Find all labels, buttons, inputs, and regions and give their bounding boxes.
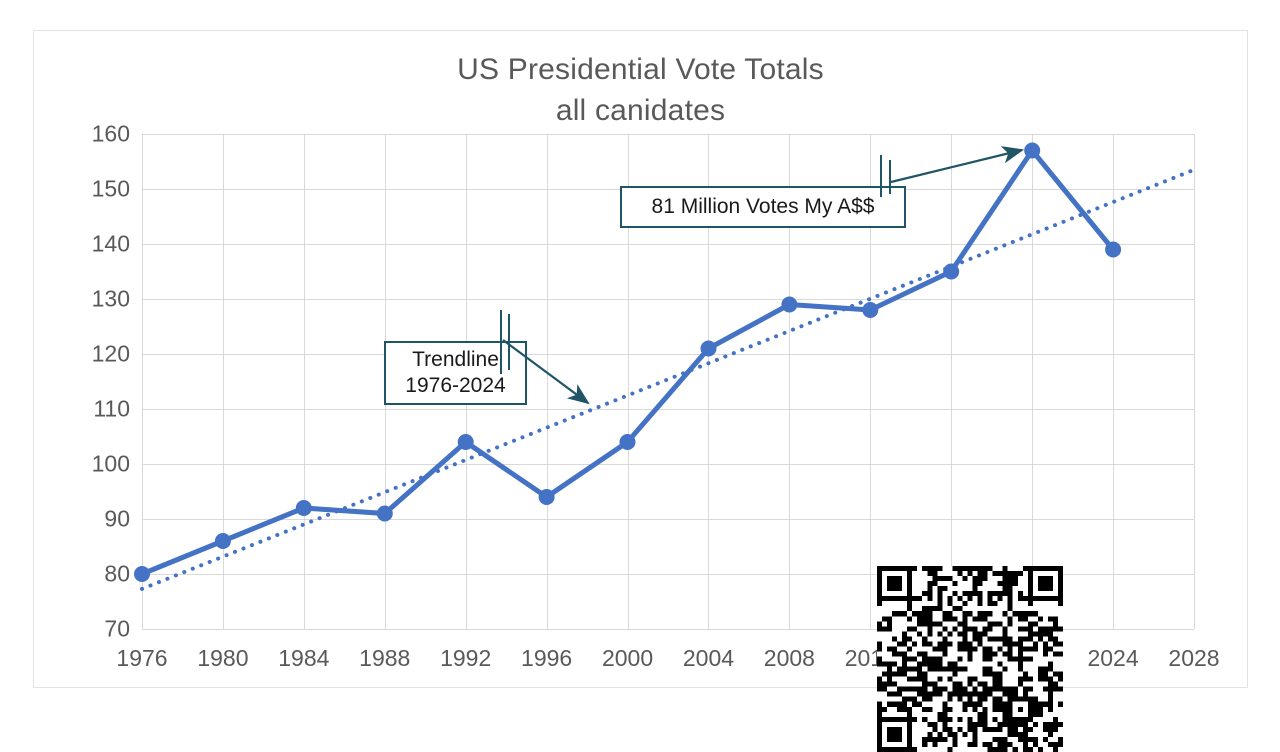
data-point-marker[interactable] bbox=[376, 505, 393, 522]
votes-callout-bar-inner bbox=[880, 155, 882, 197]
gridline-vertical bbox=[627, 134, 629, 629]
x-axis-tick-label: 1980 bbox=[197, 645, 249, 671]
y-axis-tick-label: 120 bbox=[91, 340, 130, 367]
data-point-marker[interactable] bbox=[214, 533, 231, 549]
gridline-vertical bbox=[1032, 134, 1034, 629]
annotation-trendline-line1: Trendline bbox=[412, 348, 499, 371]
y-axis-tick-label: 130 bbox=[91, 285, 130, 312]
data-series-layer bbox=[134, 142, 1196, 591]
trendline-callout-bar-outer bbox=[508, 314, 510, 370]
x-axis-tick-label: 1976 bbox=[116, 645, 168, 671]
y-axis-tick-label: 160 bbox=[91, 120, 130, 147]
data-point-marker[interactable] bbox=[781, 296, 798, 313]
gridline-horizontal bbox=[142, 134, 1194, 135]
data-point-marker[interactable] bbox=[700, 340, 717, 357]
annotation-trendline-line2: 1976-2024 bbox=[405, 374, 506, 397]
gridline-vertical bbox=[951, 134, 953, 629]
annotation-votes-text: 81 Million Votes My A$$ bbox=[651, 195, 875, 218]
gridline-horizontal bbox=[142, 464, 1194, 465]
y-axis-tick-label: 70 bbox=[104, 615, 130, 642]
y-axis-tick-label: 80 bbox=[104, 560, 130, 587]
gridline-vertical bbox=[142, 134, 143, 629]
qr-code-canvas bbox=[877, 566, 1063, 752]
data-point-marker[interactable] bbox=[134, 566, 150, 582]
data-point-markers bbox=[134, 142, 1122, 582]
annotation-votes-callout[interactable]: 81 Million Votes My A$$ bbox=[620, 186, 906, 228]
gridline-horizontal bbox=[142, 574, 1194, 575]
data-point-marker[interactable] bbox=[943, 263, 960, 280]
data-point-marker[interactable] bbox=[1024, 142, 1041, 159]
y-axis-tick-label: 100 bbox=[91, 450, 130, 477]
y-axis-tick-label: 110 bbox=[93, 395, 130, 422]
gridline-vertical bbox=[708, 134, 710, 629]
x-axis-tick-label: 2004 bbox=[682, 645, 735, 671]
qr-code-image bbox=[877, 566, 1063, 752]
gridline-vertical bbox=[303, 134, 305, 629]
x-axis-tick-label: 1988 bbox=[359, 645, 411, 671]
data-point-marker[interactable] bbox=[619, 434, 636, 450]
x-axis-tick-label: 1992 bbox=[440, 645, 492, 671]
x-axis-tick-label: 1984 bbox=[278, 645, 330, 671]
x-axis-tick-label: 2000 bbox=[601, 645, 654, 671]
gridline-horizontal bbox=[142, 519, 1194, 520]
trendline-callout-bar-inner bbox=[500, 310, 502, 374]
gridline-horizontal bbox=[142, 354, 1194, 355]
gridline-horizontal bbox=[142, 409, 1194, 410]
gridline-vertical bbox=[1113, 134, 1115, 629]
data-point-marker[interactable] bbox=[295, 500, 312, 516]
gridline-vertical bbox=[870, 134, 872, 629]
gridline-vertical bbox=[789, 134, 791, 629]
data-point-marker[interactable] bbox=[1105, 241, 1122, 258]
y-axis-tick-label: 140 bbox=[91, 230, 130, 257]
y-axis-tick-label: 90 bbox=[104, 505, 130, 532]
x-axis-tick-label: 1996 bbox=[521, 645, 573, 671]
y-axis-tick-label: 150 bbox=[91, 175, 130, 202]
data-point-marker[interactable] bbox=[538, 489, 555, 505]
chart-frame: US Presidential Vote Totals all canidate… bbox=[33, 30, 1248, 752]
gridline-vertical bbox=[222, 134, 224, 629]
gridline-horizontal bbox=[142, 299, 1194, 300]
chart-title: US Presidential Vote Totals all canidate… bbox=[457, 53, 824, 127]
x-axis-tick-label: 2008 bbox=[763, 645, 815, 671]
x-axis-tick-label: 2024 bbox=[1087, 645, 1139, 671]
annotation-trendline-callout[interactable]: Trendline 1976-2024 bbox=[384, 341, 527, 405]
chart-screenshot: US Presidential Vote Totals all canidate… bbox=[33, 30, 1248, 752]
gridline-vertical bbox=[1194, 134, 1195, 629]
data-point-marker[interactable] bbox=[457, 434, 474, 450]
data-point-marker[interactable] bbox=[862, 302, 879, 318]
trendline-series bbox=[140, 167, 1196, 591]
gridline-horizontal bbox=[142, 629, 1194, 630]
votes-callout-bar-outer bbox=[889, 160, 891, 194]
x-axis-tick-label: 2028 bbox=[1168, 645, 1220, 671]
gridline-horizontal bbox=[142, 244, 1194, 245]
